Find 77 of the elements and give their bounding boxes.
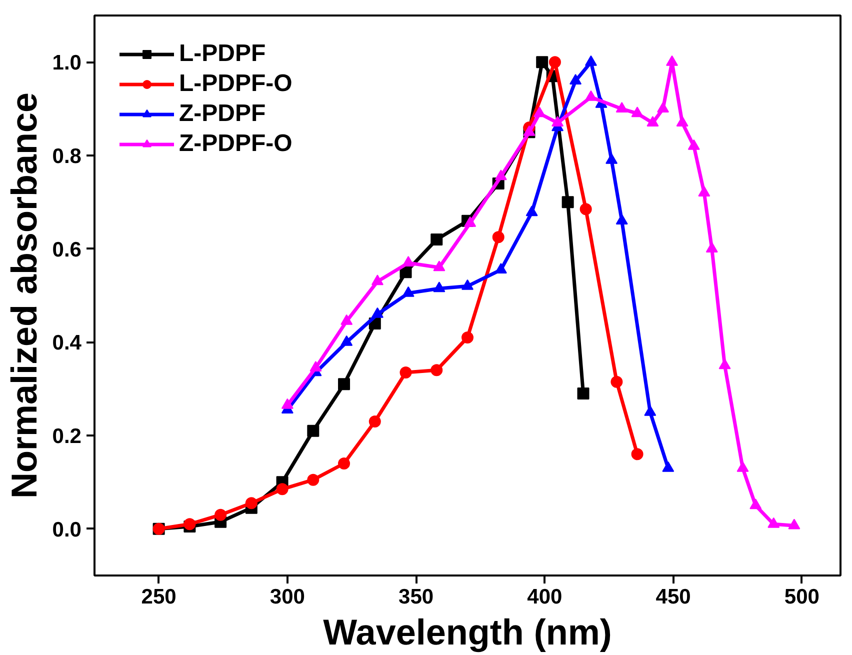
point bbox=[584, 55, 597, 66]
point bbox=[526, 206, 538, 216]
point bbox=[688, 139, 700, 150]
point bbox=[368, 416, 381, 428]
point bbox=[676, 116, 688, 127]
point bbox=[534, 106, 546, 118]
point bbox=[644, 405, 656, 416]
point bbox=[371, 307, 384, 318]
y-tick-label: 1.0 bbox=[52, 52, 82, 75]
point bbox=[307, 474, 320, 486]
point bbox=[184, 518, 196, 530]
point bbox=[492, 231, 504, 244]
point bbox=[577, 388, 590, 400]
point bbox=[433, 260, 446, 272]
point bbox=[570, 74, 582, 85]
point bbox=[706, 242, 718, 253]
point bbox=[400, 366, 412, 378]
point bbox=[698, 186, 710, 197]
point bbox=[610, 376, 623, 388]
point bbox=[340, 335, 353, 346]
point bbox=[666, 55, 678, 66]
y-tick-label: 0.4 bbox=[52, 332, 82, 355]
point bbox=[462, 279, 474, 290]
x-tick-label: 500 bbox=[784, 586, 820, 608]
y-tick-label: 0.6 bbox=[52, 238, 82, 262]
point bbox=[657, 102, 670, 113]
legend-label: L-PDPF-O bbox=[179, 70, 292, 98]
point bbox=[662, 461, 674, 472]
point bbox=[768, 517, 780, 528]
y-axis-title: Normalized absorbance bbox=[3, 92, 44, 499]
point bbox=[580, 203, 592, 216]
point bbox=[245, 497, 258, 510]
point bbox=[736, 461, 749, 472]
point bbox=[750, 498, 762, 510]
point bbox=[307, 424, 320, 437]
point bbox=[616, 102, 628, 113]
point bbox=[584, 90, 597, 101]
point bbox=[281, 398, 294, 409]
point bbox=[788, 518, 800, 530]
point bbox=[552, 116, 564, 127]
x-tick-label: 350 bbox=[398, 586, 434, 608]
y-tick-label: 0.0 bbox=[52, 518, 82, 542]
point bbox=[631, 448, 644, 460]
point bbox=[433, 282, 446, 292]
point bbox=[371, 274, 384, 286]
point bbox=[400, 266, 412, 278]
point bbox=[646, 116, 659, 127]
point bbox=[402, 256, 414, 267]
point bbox=[430, 364, 443, 376]
point bbox=[562, 196, 574, 208]
point bbox=[402, 286, 414, 297]
y-tick-label: 0.8 bbox=[52, 145, 82, 168]
point bbox=[338, 458, 350, 470]
legend-label: L-PDPF bbox=[179, 40, 266, 68]
x-tick-label: 300 bbox=[270, 586, 305, 608]
x-tick-label: 450 bbox=[656, 586, 691, 608]
point bbox=[494, 262, 507, 274]
point bbox=[523, 125, 536, 136]
legend-label: Z-PDPF bbox=[179, 100, 266, 128]
point bbox=[631, 106, 644, 118]
x-tick-label: 250 bbox=[141, 586, 176, 608]
point bbox=[462, 332, 474, 344]
point bbox=[338, 378, 350, 390]
point bbox=[340, 314, 353, 325]
point bbox=[430, 234, 443, 246]
x-axis-title: Wavelength (nm) bbox=[323, 612, 612, 652]
point bbox=[718, 358, 731, 370]
point bbox=[494, 170, 507, 180]
point bbox=[616, 214, 628, 225]
x-tick-label: 400 bbox=[527, 586, 562, 608]
legend-label: Z-PDPF-O bbox=[179, 130, 292, 158]
point bbox=[606, 153, 618, 164]
point bbox=[310, 360, 322, 372]
y-tick-label: 0.2 bbox=[52, 425, 82, 448]
point bbox=[276, 483, 288, 496]
point bbox=[464, 216, 476, 227]
point bbox=[214, 508, 227, 521]
